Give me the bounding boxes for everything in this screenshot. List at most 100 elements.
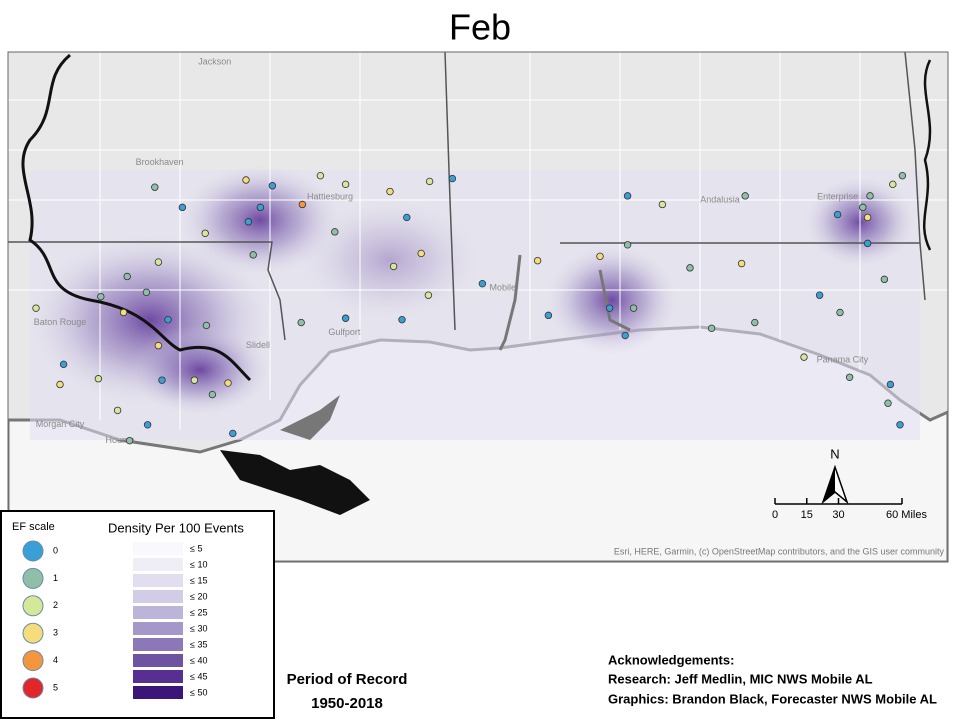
acknowledgement: Graphics: Brandon Black, Forecaster NWS …	[608, 691, 937, 706]
event-point	[605, 304, 614, 312]
period-years: 1950-2018	[311, 695, 383, 712]
event-point	[297, 318, 305, 327]
ef-label: 2	[53, 600, 58, 610]
density-swatch	[133, 542, 183, 555]
state-lines	[8, 52, 926, 341]
event-point	[142, 288, 151, 297]
event-point	[737, 259, 746, 268]
period-title: Period of Record	[287, 671, 408, 688]
event-point	[896, 421, 904, 429]
place-label: Houma	[105, 435, 134, 445]
event-point	[386, 187, 394, 196]
event-point	[298, 200, 307, 209]
event-point	[201, 229, 209, 237]
event-point	[143, 421, 152, 429]
place-label: Slidell	[246, 340, 270, 350]
event-point	[154, 341, 163, 350]
event-point	[833, 210, 842, 219]
event-point	[424, 291, 433, 299]
event-point	[178, 203, 187, 212]
event-point	[151, 183, 159, 191]
scale-label: 15	[801, 509, 813, 521]
event-point	[623, 241, 632, 249]
event-point	[341, 314, 350, 322]
event-point	[208, 390, 217, 399]
density-swatch	[133, 654, 183, 667]
event-point	[154, 258, 163, 266]
event-point	[836, 308, 844, 317]
density-swatch	[133, 606, 183, 619]
density-swatch	[133, 574, 183, 587]
event-point	[158, 376, 166, 384]
event-point	[845, 373, 854, 381]
density-label: ≤ 50	[190, 687, 207, 697]
ef-legend-title: EF scale	[12, 521, 55, 533]
density-label: ≤ 45	[190, 671, 207, 681]
event-point	[32, 304, 40, 312]
density-swatch	[133, 638, 183, 651]
event-point	[658, 200, 667, 209]
density-label: ≤ 40	[190, 655, 207, 665]
event-point	[863, 213, 872, 222]
place-label: Baton Rouge	[34, 317, 87, 327]
sound	[280, 395, 340, 440]
river	[21, 53, 252, 382]
event-point	[331, 228, 339, 236]
event-point	[94, 375, 103, 383]
event-point	[596, 252, 604, 261]
density-label: ≤ 15	[190, 575, 207, 585]
delta	[220, 450, 370, 515]
north-label: N	[830, 446, 839, 461]
event-point	[113, 406, 122, 415]
event-point	[59, 360, 68, 369]
ef-label: 0	[53, 545, 58, 555]
event-point	[533, 256, 542, 265]
density-swatch	[133, 590, 183, 603]
event-point	[478, 279, 487, 288]
density-swatch	[133, 670, 183, 683]
ef-swatch	[22, 650, 44, 672]
event-point	[815, 291, 824, 299]
event-point	[202, 321, 211, 330]
event-point	[707, 324, 716, 333]
event-point	[623, 192, 632, 200]
event-point	[398, 315, 406, 324]
event-point	[190, 376, 199, 384]
density-label: ≤ 25	[190, 607, 207, 617]
ef-swatch	[22, 540, 44, 562]
event-point	[123, 272, 131, 281]
event-point	[751, 318, 759, 327]
event-point	[686, 264, 694, 272]
scale-bar: 0 15 30 60 Miles	[772, 498, 927, 521]
title: Feb	[449, 7, 511, 48]
event-point	[244, 218, 253, 226]
map: Jackson Brookhaven Hattiesburg Baton Rouge S…	[8, 52, 948, 562]
density-label: ≤ 30	[190, 623, 207, 633]
county-lines	[8, 52, 948, 430]
density	[130, 325, 270, 415]
event-point	[341, 180, 350, 189]
event-point	[229, 429, 237, 438]
ef-label: 1	[53, 573, 58, 583]
event-point	[859, 203, 867, 212]
event-point	[886, 380, 895, 389]
place-label: Gulfport	[328, 327, 361, 337]
map-frame	[7, 51, 949, 563]
event-point	[898, 171, 907, 180]
place-label: Mobile	[490, 282, 517, 292]
event-point	[880, 275, 889, 284]
event-point	[119, 308, 128, 317]
place-label: Andalusia	[700, 195, 740, 205]
event-point	[863, 239, 872, 248]
event-point	[389, 262, 398, 271]
event-point	[249, 251, 257, 259]
legend: 0 1 2 3 4 5 ≤ 5 ≤ 10 ≤ 15 ≤ 20 ≤ 25 ≤ 30 ≤ 35 ≤ 40 ≤ 4…	[22, 540, 207, 699]
density	[180, 165, 340, 275]
acknowledgement: Research: Jeff Medlin, MIC NWS Mobile AL	[608, 671, 873, 686]
event-point	[242, 176, 250, 184]
event-point	[403, 213, 411, 222]
event-point	[866, 192, 874, 200]
event-point	[800, 353, 808, 361]
event-point	[164, 315, 172, 324]
